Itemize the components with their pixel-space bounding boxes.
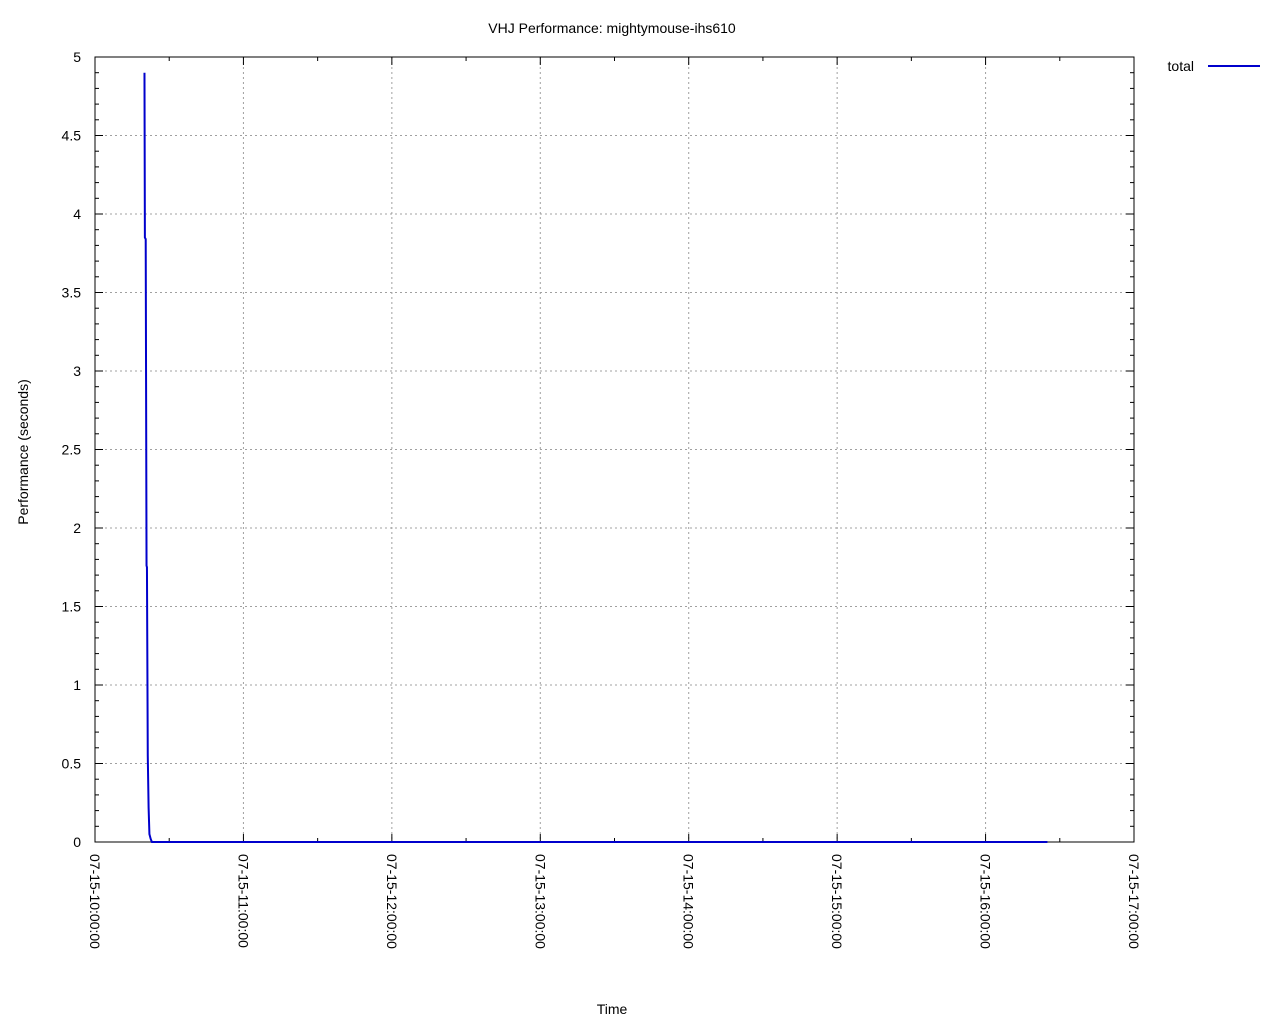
x-tick-label: 07-15-12:00:00 (384, 854, 400, 949)
y-tick-label: 0.5 (62, 756, 82, 772)
y-tick-label: 0 (73, 834, 81, 850)
y-tick-label: 4.5 (62, 128, 82, 144)
x-tick-label: 07-15-14:00:00 (681, 854, 697, 949)
series-line-total (143, 72, 1048, 843)
x-tick-label: 07-15-11:00:00 (235, 854, 251, 948)
y-tick-label: 5 (73, 49, 81, 65)
y-tick-label: 1 (73, 677, 81, 693)
x-tick-label: 07-15-17:00:00 (1126, 854, 1142, 949)
y-tick-label: 2.5 (62, 442, 82, 458)
y-axis-label: Performance (seconds) (15, 379, 31, 525)
grid-layer (95, 57, 1134, 842)
x-tick-label: 07-15-13:00:00 (532, 854, 548, 949)
x-tick-label: 07-15-15:00:00 (829, 854, 845, 949)
tick-layer: 0 0.5 1 1.5 2 2.5 3 3.5 4 4.5 5 07-15-10:00:00 07-15… (62, 49, 1142, 949)
series-layer (143, 72, 1048, 843)
y-tick-label: 3 (73, 363, 81, 379)
x-tick-label: 07-15-16:00:00 (978, 854, 994, 949)
legend: total (1168, 58, 1260, 74)
y-tick-label: 2 (73, 520, 81, 536)
x-tick-label: 07-15-10:00:00 (87, 854, 103, 949)
x-axis-label: Time (597, 1001, 628, 1017)
chart-title: VHJ Performance: mightymouse-ihs610 (488, 20, 736, 36)
y-tick-label: 1.5 (62, 599, 82, 615)
y-tick-label: 3.5 (62, 285, 82, 301)
legend-label-total: total (1168, 58, 1194, 74)
y-tick-label: 4 (73, 206, 81, 222)
